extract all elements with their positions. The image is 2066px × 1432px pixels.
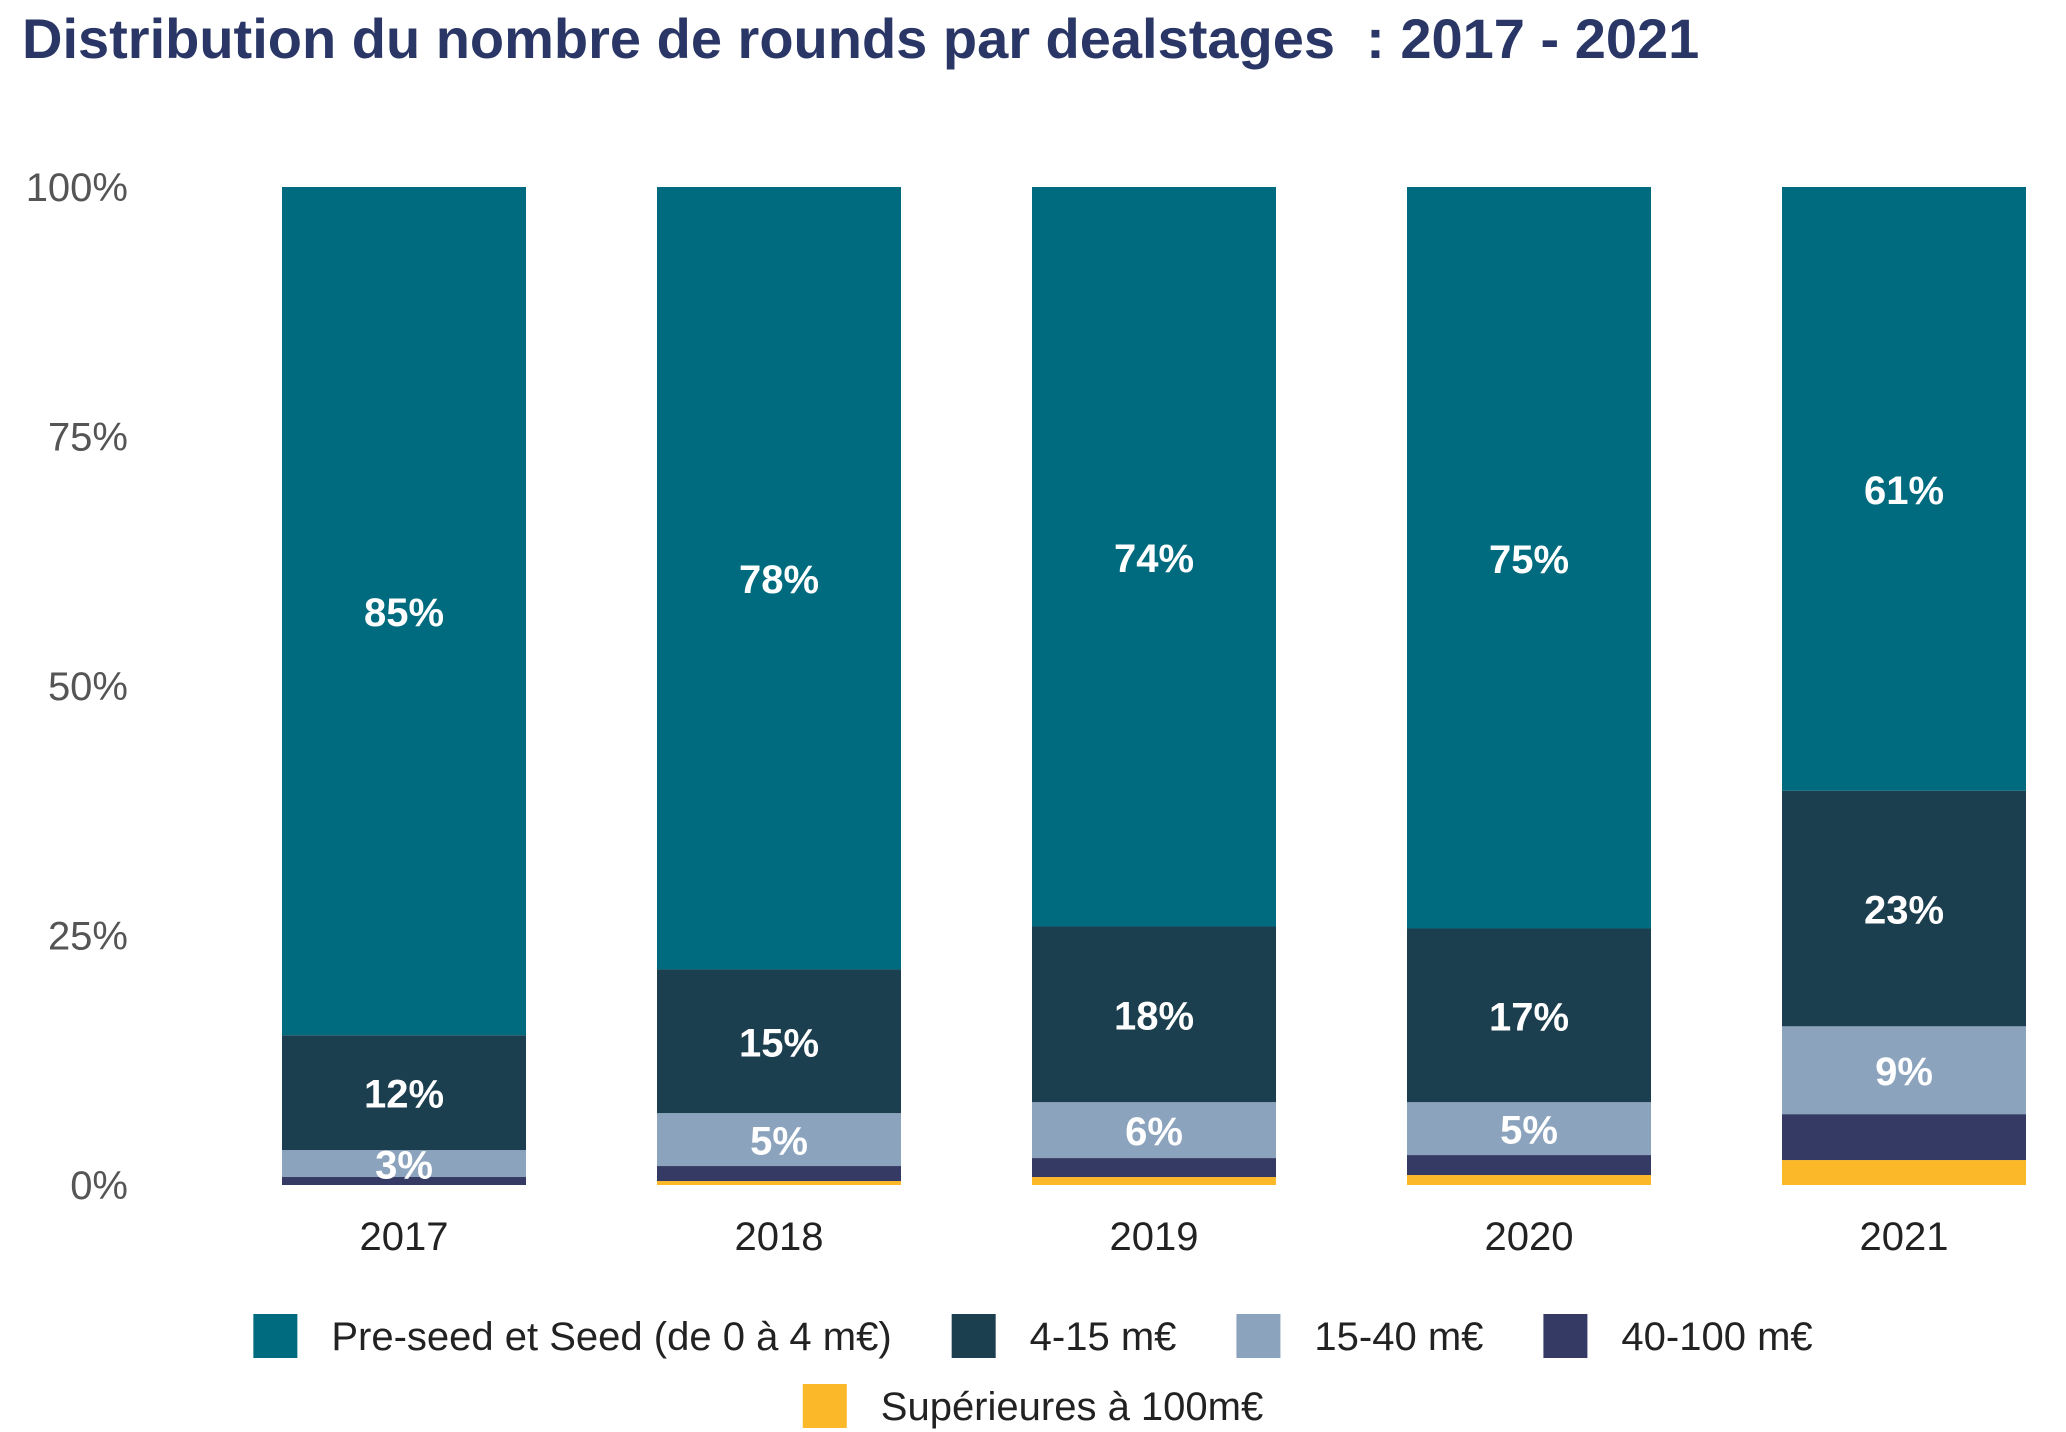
bar-segment xyxy=(1407,928,1651,1103)
x-tick-label: 2021 xyxy=(1860,1215,1949,1259)
y-tick-label: 50% xyxy=(48,665,128,709)
legend-label: 15-40 m€ xyxy=(1314,1315,1483,1359)
bar-segment xyxy=(282,187,526,1036)
data-label: 85% xyxy=(364,591,444,635)
data-label: 78% xyxy=(739,558,819,602)
data-label: 17% xyxy=(1489,995,1569,1039)
x-tick-label: 2019 xyxy=(1110,1215,1199,1259)
bar-segment xyxy=(1032,1177,1276,1185)
bar-segment xyxy=(1032,926,1276,1103)
chart-title: Distribution du nombre de rounds par dea… xyxy=(22,7,1700,70)
data-label: 5% xyxy=(1500,1109,1558,1153)
bar-segment xyxy=(657,1166,901,1182)
bar-segment xyxy=(282,1035,526,1151)
bar-segment xyxy=(1407,1102,1651,1156)
x-tick-label: 2017 xyxy=(360,1215,449,1259)
legend-swatch xyxy=(951,1314,996,1358)
bar-segment xyxy=(657,1181,901,1185)
bar-segment xyxy=(657,969,901,1114)
data-label: 23% xyxy=(1864,889,1944,933)
bar-segment xyxy=(657,1113,901,1167)
data-label: 74% xyxy=(1114,537,1194,581)
data-label: 75% xyxy=(1489,538,1569,582)
y-tick-label: 100% xyxy=(26,166,128,210)
bar-segment xyxy=(1782,1114,2026,1161)
data-label: 12% xyxy=(364,1073,444,1117)
legend-label: 40-100 m€ xyxy=(1621,1315,1812,1359)
legend-swatch xyxy=(1236,1314,1281,1358)
bar-segment xyxy=(1407,1175,1651,1185)
bar-segment xyxy=(1407,1155,1651,1176)
bar-segment xyxy=(282,1177,526,1185)
data-label: 5% xyxy=(750,1120,808,1164)
bar-segment xyxy=(1032,187,1276,927)
y-axis: 0% 25% 50% 75% 100% xyxy=(26,166,128,1208)
bar-segment xyxy=(1032,1158,1276,1178)
legend-swatch xyxy=(802,1384,847,1428)
y-tick-label: 0% xyxy=(70,1164,128,1208)
legend-swatch xyxy=(253,1314,298,1358)
legend: Pre-seed et Seed (de 0 à 4 m€) 4-15 m€ 15-… xyxy=(253,1314,1813,1429)
data-label: 6% xyxy=(1125,1110,1183,1154)
bar-segment xyxy=(657,187,901,970)
data-label: 9% xyxy=(1875,1050,1933,1094)
legend-label: Supérieures à 100m€ xyxy=(881,1385,1263,1429)
bar-segment xyxy=(282,1150,526,1178)
bars: 3% 12% 85% 5% 15% 78% 6% 18% 74% 5% 17% 75% 9% 23% 61% xyxy=(282,187,2026,1188)
legend-label: Pre-seed et Seed (de 0 à 4 m€) xyxy=(331,1315,891,1359)
y-tick-label: 75% xyxy=(48,416,128,460)
x-tick-label: 2020 xyxy=(1485,1215,1574,1259)
data-label: 15% xyxy=(739,1021,819,1065)
bar-segment xyxy=(1407,187,1651,929)
bar-segment xyxy=(1782,1160,2026,1185)
x-axis: 2017 2018 2019 2020 2021 xyxy=(360,1215,1949,1259)
data-label: 18% xyxy=(1114,994,1194,1038)
bar-segment xyxy=(1782,187,2026,791)
data-label: 61% xyxy=(1864,469,1944,513)
x-tick-label: 2018 xyxy=(735,1215,824,1259)
y-tick-label: 25% xyxy=(48,915,128,959)
bar-segment xyxy=(1782,790,2026,1027)
legend-swatch xyxy=(1543,1314,1588,1358)
legend-label: 4-15 m€ xyxy=(1030,1315,1177,1359)
bar-segment xyxy=(1032,1102,1276,1159)
bar-segment xyxy=(1782,1026,2026,1115)
data-label: 3% xyxy=(375,1144,433,1188)
